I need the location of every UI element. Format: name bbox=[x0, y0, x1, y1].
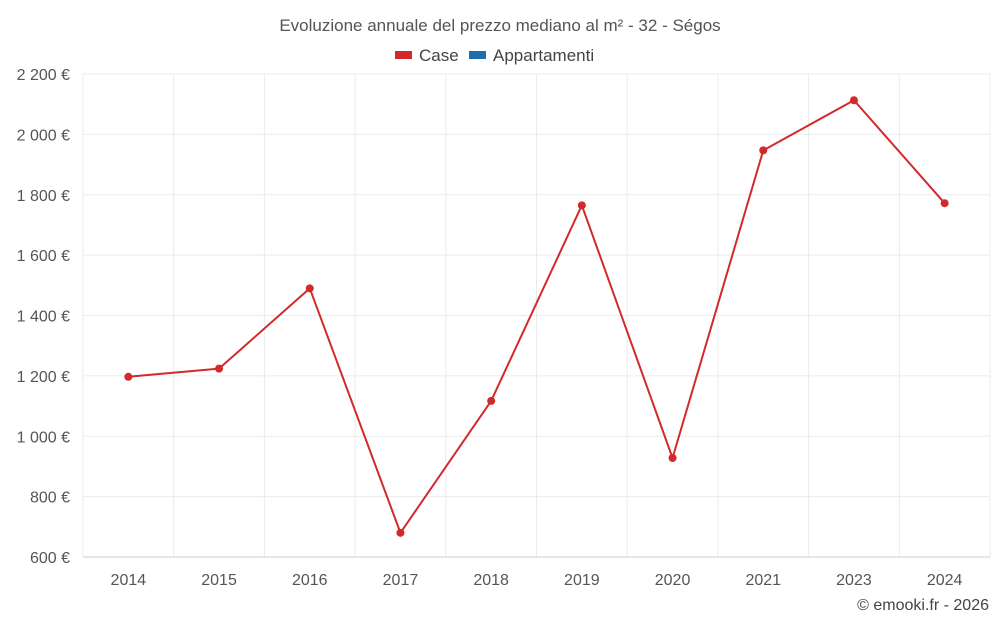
x-tick-label: 2017 bbox=[383, 572, 419, 589]
legend-label-appartamenti: Appartamenti bbox=[493, 46, 594, 65]
credit-text: © emooki.fr - 2026 bbox=[857, 597, 989, 614]
legend: Case Appartamenti bbox=[395, 46, 594, 65]
series-line bbox=[128, 99, 946, 534]
data-point[interactable] bbox=[849, 96, 858, 105]
y-tick-label: 800 € bbox=[30, 490, 70, 507]
x-tick-label: 2024 bbox=[927, 572, 963, 589]
data-point[interactable] bbox=[668, 453, 677, 462]
y-tick-label: 2 000 € bbox=[17, 127, 70, 144]
y-tick-label: 600 € bbox=[30, 550, 70, 567]
data-point[interactable] bbox=[305, 284, 314, 293]
legend-item-case[interactable]: Case bbox=[395, 46, 459, 65]
x-tick-label: 2018 bbox=[473, 572, 509, 589]
y-tick-label: 1 400 € bbox=[17, 309, 70, 326]
y-tick-label: 1 800 € bbox=[17, 188, 70, 205]
legend-swatch-appartamenti bbox=[469, 51, 486, 59]
y-tick-label: 1 600 € bbox=[17, 248, 70, 265]
x-tick-label: 2021 bbox=[745, 572, 781, 589]
chart-title: Evoluzione annuale del prezzo mediano al… bbox=[279, 16, 720, 35]
series-case bbox=[124, 96, 949, 537]
data-point[interactable] bbox=[124, 372, 133, 381]
data-point[interactable] bbox=[577, 201, 586, 210]
x-tick-label: 2023 bbox=[836, 572, 872, 589]
data-point[interactable] bbox=[940, 199, 949, 208]
data-point[interactable] bbox=[215, 364, 224, 373]
x-tick-label: 2019 bbox=[564, 572, 600, 589]
x-tick-label: 2016 bbox=[292, 572, 328, 589]
y-axis-ticks: 600 € 800 € 1 000 € 1 200 € 1 400 € 1 600 € 1 … bbox=[17, 67, 70, 567]
y-tick-label: 1 200 € bbox=[17, 369, 70, 386]
data-point[interactable] bbox=[759, 146, 768, 155]
y-tick-label: 2 200 € bbox=[17, 67, 70, 84]
x-axis-ticks: 2014 2015 2016 2017 2018 2019 2020 2021 2023 2024 bbox=[111, 572, 963, 589]
x-tick-label: 2020 bbox=[655, 572, 691, 589]
x-gridlines bbox=[82, 74, 991, 557]
y-tick-label: 1 000 € bbox=[17, 429, 70, 446]
x-tick-label: 2014 bbox=[111, 572, 147, 589]
legend-label-case: Case bbox=[419, 46, 459, 65]
data-point[interactable] bbox=[396, 528, 405, 537]
legend-item-appartamenti[interactable]: Appartamenti bbox=[469, 46, 594, 65]
x-tick-label: 2015 bbox=[201, 572, 237, 589]
data-point[interactable] bbox=[487, 396, 496, 405]
legend-swatch-case bbox=[395, 51, 412, 59]
